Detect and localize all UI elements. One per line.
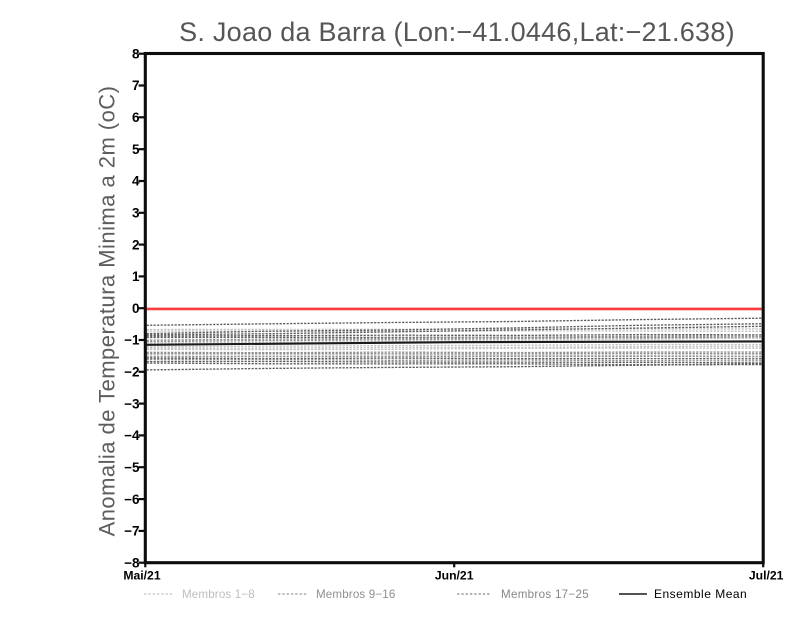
svg-text:S. Joao da Barra (Lon:−41.0446: S. Joao da Barra (Lon:−41.0446,Lat:−21.6… bbox=[179, 17, 735, 47]
svg-text:6: 6 bbox=[132, 110, 140, 125]
svg-text:2: 2 bbox=[132, 237, 140, 252]
svg-text:4: 4 bbox=[132, 174, 140, 189]
svg-text:Membros 1−8: Membros 1−8 bbox=[182, 588, 255, 601]
svg-text:Mai/21: Mai/21 bbox=[123, 569, 160, 583]
svg-text:Ensemble Mean: Ensemble Mean bbox=[654, 587, 747, 601]
svg-text:−6: −6 bbox=[124, 492, 140, 507]
svg-text:Membros 17−25: Membros 17−25 bbox=[501, 588, 589, 601]
svg-text:−1: −1 bbox=[124, 333, 140, 348]
svg-text:−5: −5 bbox=[124, 460, 140, 475]
svg-text:5: 5 bbox=[132, 142, 140, 157]
svg-text:0: 0 bbox=[132, 301, 140, 316]
svg-text:1: 1 bbox=[132, 269, 140, 284]
svg-text:−8: −8 bbox=[124, 555, 140, 570]
svg-text:Membros 9−16: Membros 9−16 bbox=[316, 588, 395, 601]
svg-text:−4: −4 bbox=[124, 428, 140, 443]
svg-text:−2: −2 bbox=[124, 365, 139, 380]
svg-text:Jul/21: Jul/21 bbox=[749, 569, 784, 583]
svg-text:3: 3 bbox=[132, 206, 140, 221]
svg-text:Jun/21: Jun/21 bbox=[435, 569, 474, 583]
svg-text:7: 7 bbox=[132, 78, 140, 93]
svg-text:8: 8 bbox=[132, 46, 140, 61]
svg-text:Anomalia de Temperatura Minima: Anomalia de Temperatura Minima a 2m (oC) bbox=[95, 86, 120, 537]
svg-text:−3: −3 bbox=[124, 396, 140, 411]
svg-text:−7: −7 bbox=[124, 524, 139, 539]
